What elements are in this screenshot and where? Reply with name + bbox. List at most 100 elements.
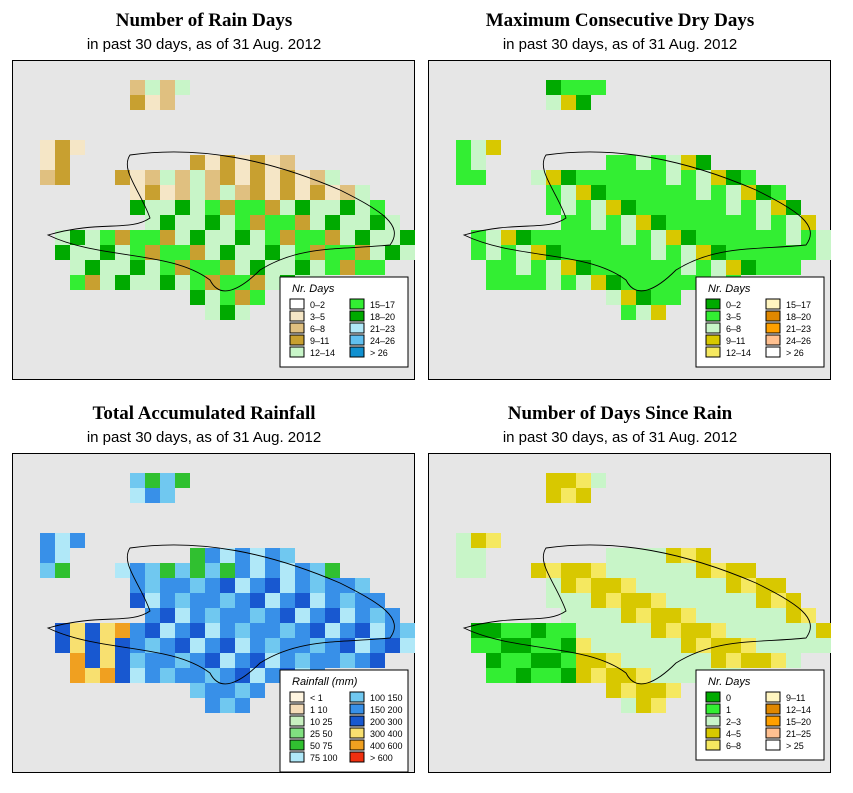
legend-swatch (349, 727, 365, 739)
grid-cell (471, 548, 486, 563)
grid-cell (235, 230, 250, 245)
map-accum-rainfall: Rainfall (mm) < 1 1 10 10 25 25 50 50 75 75 10… (12, 453, 415, 773)
grid-cell (771, 623, 786, 638)
grid-cell (651, 245, 666, 260)
grid-cell (40, 548, 55, 563)
grid-cell (190, 245, 205, 260)
grid-cell (501, 230, 516, 245)
grid-cell (235, 548, 250, 563)
grid-cell (696, 653, 711, 668)
grid-cell (696, 200, 711, 215)
grid-cell (516, 623, 531, 638)
grid-cell (40, 170, 55, 185)
grid-cell (265, 593, 280, 608)
grid-cell (190, 185, 205, 200)
grid-cell (501, 638, 516, 653)
grid-cell (651, 578, 666, 593)
grid-cell (471, 638, 486, 653)
grid-cell (160, 185, 175, 200)
grid-cell (651, 200, 666, 215)
chart-title: Maximum Consecutive Dry Days (485, 10, 755, 31)
chart-subtitle: in past 30 days, as of 31 Aug. 2012 (86, 36, 322, 53)
grid-cell (756, 215, 771, 230)
legend-swatch (349, 703, 365, 715)
grid-cell (681, 185, 696, 200)
grid-cell (681, 200, 696, 215)
grid-cell (130, 578, 145, 593)
legend-swatch (765, 346, 781, 358)
grid-cell (771, 230, 786, 245)
grid-cell (756, 653, 771, 668)
grid-cell (130, 638, 145, 653)
grid-cell (486, 245, 501, 260)
grid-cell (325, 245, 340, 260)
grid-cell (160, 638, 175, 653)
grid-cell (310, 200, 325, 215)
grid-cell (205, 683, 220, 698)
grid-cell (576, 80, 591, 95)
grid-cell (771, 215, 786, 230)
legend-swatch (289, 715, 305, 727)
grid-cell (651, 185, 666, 200)
legend-swatch (289, 727, 305, 739)
grid-cell (711, 593, 726, 608)
grid-cell (666, 683, 681, 698)
grid-cell (205, 245, 220, 260)
grid-cell (190, 683, 205, 698)
grid-cell (190, 260, 205, 275)
legend-label: > 25 (786, 741, 804, 751)
grid-cell (621, 155, 636, 170)
grid-cell (771, 653, 786, 668)
legend-title: Rainfall (mm) (292, 676, 358, 688)
grid-cell (310, 608, 325, 623)
legend-label: 0–2 (310, 300, 325, 310)
grid-cell (160, 260, 175, 275)
grid-cell (621, 185, 636, 200)
grid-cell (591, 185, 606, 200)
grid-cell (711, 185, 726, 200)
grid-cell (696, 578, 711, 593)
grid-cell (621, 200, 636, 215)
grid-cell (85, 623, 100, 638)
legend-swatch (705, 691, 721, 703)
grid-cell (651, 305, 666, 320)
legend-label: > 26 (370, 348, 388, 358)
grid-cell (561, 170, 576, 185)
grid-cell (756, 200, 771, 215)
grid-cell (55, 230, 70, 245)
grid-cell (130, 473, 145, 488)
grid-cell (726, 200, 741, 215)
legend-label: 300 400 (370, 729, 403, 739)
grid-cell (606, 623, 621, 638)
grid-cell (576, 185, 591, 200)
grid-cell (250, 170, 265, 185)
chart-subtitle: in past 30 days, as of 31 Aug. 2012 (86, 429, 322, 446)
grid-cell (486, 668, 501, 683)
grid-cell (606, 170, 621, 185)
panel-days-since-rain: Number of Days Since Rain in past 30 day… (416, 393, 831, 778)
grid-cell (175, 608, 190, 623)
grid-cell (70, 245, 85, 260)
grid-cell (355, 608, 370, 623)
grid-cell (160, 200, 175, 215)
grid-cell (801, 608, 816, 623)
grid-cell (145, 230, 160, 245)
grid-cell (681, 275, 696, 290)
grid-cell (280, 245, 295, 260)
grid-cell (621, 170, 636, 185)
grid-cell (606, 578, 621, 593)
grid-cell (636, 200, 651, 215)
grid-cell (145, 95, 160, 110)
grid-cell (546, 473, 561, 488)
grid-cell (636, 653, 651, 668)
legend-label: 12–14 (310, 348, 335, 358)
grid-cell (115, 260, 130, 275)
grid-cell (621, 668, 636, 683)
grid-cell (576, 200, 591, 215)
grid-cell (310, 215, 325, 230)
legend-swatch (289, 703, 305, 715)
map-svg: Nr. Days 0 1 2–3 4–5 6–8 9–11 12–14 15–20 21–25 > … (428, 453, 831, 773)
grid-cell (310, 623, 325, 638)
grid-cell (220, 260, 235, 275)
grid-cell (666, 608, 681, 623)
